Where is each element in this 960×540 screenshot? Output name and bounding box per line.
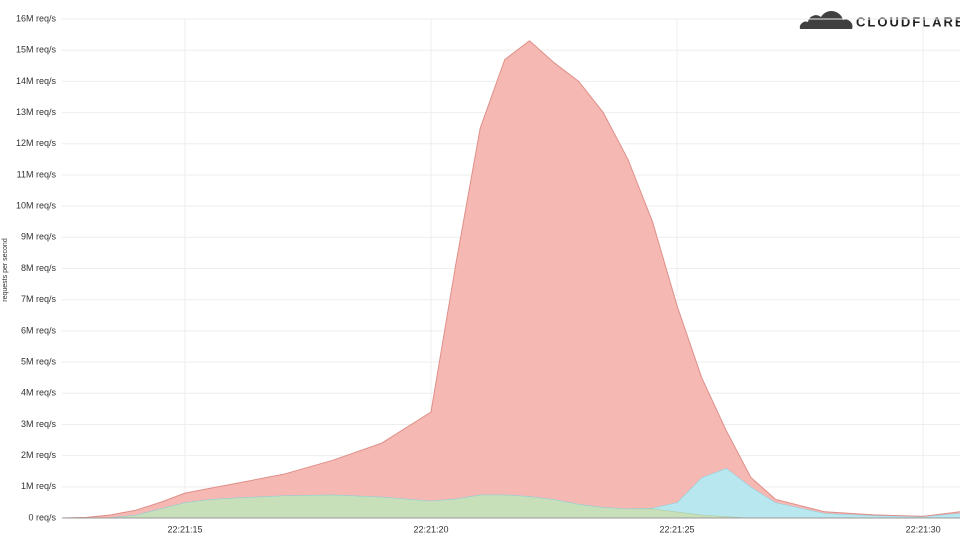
- y-tick-label: 14M req/s: [16, 76, 57, 86]
- x-tick-label: 22:21:15: [167, 524, 202, 534]
- y-axis-label: requests per second: [2, 238, 9, 302]
- y-tick-label: 2M req/s: [21, 450, 57, 460]
- x-tick-label: 22:21:30: [906, 524, 941, 534]
- y-tick-label: 13M req/s: [16, 107, 57, 117]
- y-tick-label: 3M req/s: [21, 419, 57, 429]
- y-tick-label: 10M req/s: [16, 201, 57, 211]
- y-tick-label: 16M req/s: [16, 13, 57, 23]
- area: [62, 494, 960, 518]
- y-tick-label: 15M req/s: [16, 45, 57, 55]
- y-tick-label: 1M req/s: [21, 481, 57, 491]
- logo-text: CLOUDFLARE: [856, 14, 960, 29]
- area: [62, 40, 960, 519]
- y-tick-label: 12M req/s: [16, 138, 57, 148]
- area: [62, 468, 960, 518]
- area-edge: [61, 40, 960, 519]
- y-tick-label: 6M req/s: [21, 325, 57, 335]
- x-tick-label: 22:21:20: [414, 524, 449, 534]
- y-tick-label: 11M req/s: [17, 169, 57, 179]
- y-tick-label: 8M req/s: [21, 263, 57, 273]
- y-tick-label: 0 req/s: [28, 512, 56, 522]
- y-tick-label: 9M req/s: [21, 232, 57, 242]
- y-tick-label: 5M req/s: [21, 356, 57, 366]
- x-tick-label: 22:21:25: [660, 524, 695, 534]
- logo-cloud: [799, 11, 853, 29]
- logo: CLOUDFLARE: [799, 11, 960, 29]
- y-tick-label: 4M req/s: [21, 388, 57, 398]
- y-tick-label: 7M req/s: [21, 294, 57, 304]
